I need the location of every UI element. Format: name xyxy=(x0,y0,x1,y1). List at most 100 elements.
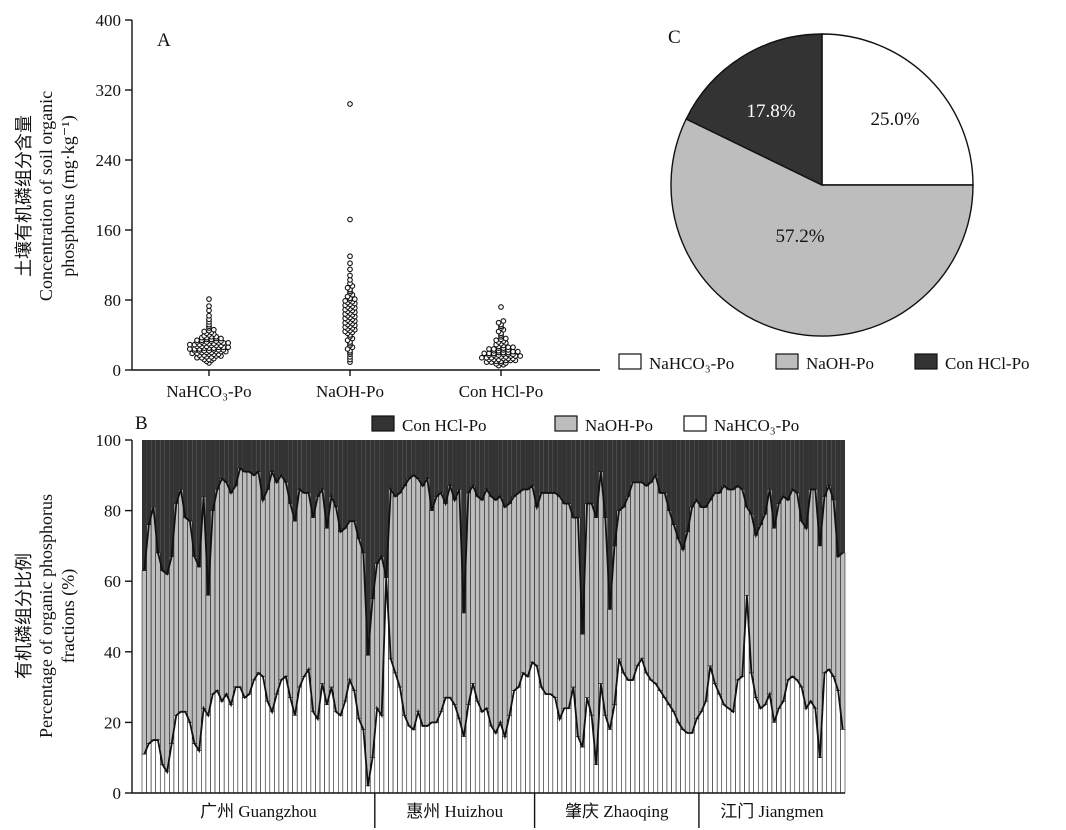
bar-nahco3 xyxy=(141,753,147,794)
bar-naoh xyxy=(251,475,257,681)
bar-naoh xyxy=(520,489,526,674)
naoh-boundary-line xyxy=(143,466,844,656)
panel-b-y-title: 有机磷组分比例 Percentage of organic phosphorus… xyxy=(14,494,79,738)
data-point xyxy=(347,253,353,260)
bar-naoh xyxy=(228,492,234,706)
bar-con-hcl xyxy=(306,440,311,493)
bar-nahco3 xyxy=(379,715,385,794)
bar-con-hcl xyxy=(488,440,494,497)
bar-con-hcl xyxy=(621,440,626,508)
bar-naoh xyxy=(771,527,777,723)
legend-swatch xyxy=(914,353,938,370)
bar-naoh xyxy=(570,517,576,688)
bar-naoh xyxy=(484,489,490,709)
bar-con-hcl xyxy=(534,440,540,508)
bar-nahco3 xyxy=(493,732,499,794)
panel-b: B Con HCl-Po NaOH-Po NaHCO₃-Po 0 20 40 60 80 10… xyxy=(14,413,846,828)
bar-naoh xyxy=(552,492,558,698)
bar-naoh xyxy=(392,496,398,674)
panel-a-points xyxy=(186,101,524,369)
bar-naoh xyxy=(643,485,649,674)
bar-con-hcl xyxy=(224,440,229,483)
bar-nahco3 xyxy=(643,672,649,794)
bar-naoh xyxy=(538,492,544,688)
bar-naoh xyxy=(182,517,188,713)
bar-naoh xyxy=(680,549,686,730)
bar-con-hcl xyxy=(639,440,645,483)
bar-naoh xyxy=(424,478,430,727)
bar-con-hcl xyxy=(794,440,800,493)
bar-con-hcl xyxy=(831,440,836,501)
data-point xyxy=(347,101,353,107)
bar-con-hcl xyxy=(406,440,412,479)
bar-naoh xyxy=(511,496,517,691)
bar-naoh xyxy=(753,535,759,698)
bar-con-hcl xyxy=(580,440,585,635)
bar-con-hcl xyxy=(356,440,362,539)
bar-con-hcl xyxy=(288,440,293,504)
data-point xyxy=(206,296,212,302)
bar-nahco3 xyxy=(196,750,202,794)
bar-nahco3 xyxy=(712,683,718,794)
legend-swatch xyxy=(554,415,578,432)
bar-nahco3 xyxy=(593,764,599,794)
data-point xyxy=(493,337,500,344)
bar-con-hcl xyxy=(653,440,658,476)
bar-nahco3 xyxy=(680,729,686,794)
bar-con-hcl xyxy=(835,440,841,557)
data-point xyxy=(347,272,353,279)
bar-naoh xyxy=(159,570,166,766)
bar-naoh xyxy=(730,489,736,713)
bar-naoh xyxy=(662,492,668,698)
bar-nahco3 xyxy=(388,658,394,794)
panel-a-y-tick-label: 80 xyxy=(104,291,121,310)
bar-con-hcl xyxy=(557,440,562,497)
bar-naoh xyxy=(488,496,494,727)
bar-naoh xyxy=(155,552,161,741)
bar-con-hcl xyxy=(607,440,613,610)
bar-naoh xyxy=(566,503,572,709)
bar-nahco3 xyxy=(342,700,348,794)
bar-nahco3 xyxy=(397,686,403,794)
bar-nahco3 xyxy=(666,704,672,794)
data-point xyxy=(206,303,212,309)
bar-naoh xyxy=(634,482,640,667)
bar-nahco3 xyxy=(223,693,230,794)
bar-con-hcl xyxy=(530,440,535,486)
bar-nahco3 xyxy=(438,711,444,794)
bar-nahco3 xyxy=(630,679,636,794)
panel-a-y-title: 土壤有机磷组分含量 Concentration of soil organic … xyxy=(14,91,79,301)
bar-nahco3 xyxy=(274,693,280,794)
bar-naoh xyxy=(260,499,266,677)
bar-con-hcl xyxy=(781,440,786,497)
bar-con-hcl xyxy=(301,440,307,493)
bar-naoh xyxy=(474,496,481,702)
data-point xyxy=(500,318,507,324)
bar-nahco3 xyxy=(497,722,503,794)
bar-con-hcl xyxy=(242,440,247,472)
bar-con-hcl xyxy=(379,440,384,557)
panel-b-y-tick-label: 0 xyxy=(113,784,122,803)
bar-naoh xyxy=(621,506,627,674)
bar-con-hcl xyxy=(173,440,179,504)
bar-naoh xyxy=(744,506,750,596)
bar-con-hcl xyxy=(822,440,827,497)
bar-con-hcl xyxy=(516,440,521,493)
bar-con-hcl xyxy=(493,440,499,501)
bar-nahco3 xyxy=(785,679,791,794)
bar-naoh xyxy=(666,510,672,706)
bar-con-hcl xyxy=(758,440,763,525)
bar-naoh xyxy=(411,475,417,730)
bar-con-hcl xyxy=(251,440,257,476)
bar-con-hcl xyxy=(721,440,727,486)
bar-nahco3 xyxy=(652,683,659,794)
bar-con-hcl xyxy=(703,440,709,508)
bar-con-hcl xyxy=(648,440,654,483)
bar-nahco3 xyxy=(328,686,335,794)
bar-naoh xyxy=(415,478,421,713)
bar-con-hcl xyxy=(178,440,184,490)
data-point xyxy=(502,335,509,342)
bar-naoh xyxy=(840,552,846,730)
data-point xyxy=(206,312,212,319)
bar-nahco3 xyxy=(602,715,608,794)
